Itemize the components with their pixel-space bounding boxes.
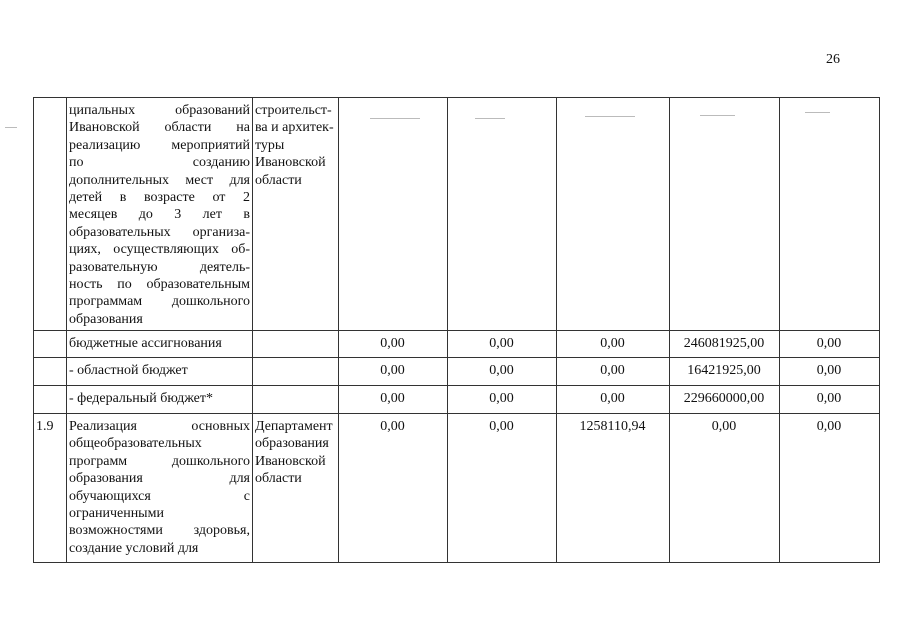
row-divider bbox=[33, 385, 880, 386]
description-line: - федеральный бюджет* bbox=[69, 391, 214, 406]
description-line: общеобразовательных bbox=[69, 436, 202, 452]
row-description: бюджетные ассигнования bbox=[69, 335, 250, 352]
scan-artifact bbox=[585, 116, 635, 117]
value-cell: 229660000,00 bbox=[683, 391, 765, 406]
description-line: бюджетные ассигнования bbox=[69, 336, 222, 351]
column-divider bbox=[879, 97, 880, 562]
row-divider bbox=[33, 97, 880, 98]
value-cell: 0,00 bbox=[600, 363, 625, 378]
scan-artifact bbox=[475, 118, 505, 119]
value-cell: 0,00 bbox=[489, 391, 514, 406]
executor-line: ва и архитек- bbox=[255, 120, 334, 136]
description-line: ципальных образований bbox=[69, 103, 250, 118]
column-divider bbox=[669, 97, 670, 562]
executor-line: туры bbox=[255, 137, 285, 153]
value-cell: 16421925,00 bbox=[687, 363, 761, 378]
description-line: создание условий для bbox=[69, 540, 199, 556]
value-cell: 246081925,00 bbox=[683, 336, 765, 351]
column-divider bbox=[556, 97, 557, 562]
row-divider bbox=[33, 562, 880, 563]
value-cell: 0,00 bbox=[380, 336, 405, 351]
executor-line: строительст- bbox=[255, 103, 332, 118]
description-line: реализацию мероприятий bbox=[69, 137, 250, 153]
description-line: ность по образовательным bbox=[69, 277, 250, 293]
value-cell: 0,00 bbox=[816, 391, 842, 406]
value-cell: 0,00 bbox=[711, 419, 737, 434]
row-description: Реализация основных общеобразовательных пр… bbox=[69, 418, 250, 557]
column-divider bbox=[33, 97, 34, 562]
executor-line: Ивановской bbox=[255, 453, 326, 469]
executor-line: образования bbox=[255, 436, 329, 452]
scan-artifact bbox=[370, 118, 420, 119]
description-line: по созданию bbox=[69, 155, 250, 171]
row-divider bbox=[33, 330, 880, 331]
value-cell: 1258110,94 bbox=[579, 419, 646, 434]
description-line: образования bbox=[69, 311, 143, 327]
value-cell: 0,00 bbox=[380, 419, 405, 434]
scan-artifact bbox=[5, 127, 17, 128]
executor-line: области bbox=[255, 471, 302, 487]
row-executor: Департамент образования Ивановской области bbox=[255, 418, 336, 488]
value-cell: 0,00 bbox=[489, 363, 514, 378]
value-cell: 0,00 bbox=[816, 336, 842, 351]
value-cell: 0,00 bbox=[489, 419, 514, 434]
executor-line: Ивановской bbox=[255, 155, 326, 171]
executor-line: области bbox=[255, 172, 302, 188]
column-divider bbox=[66, 97, 67, 562]
description-line: обучающихся с bbox=[69, 488, 250, 504]
description-line: детей в возрасте от 2 bbox=[69, 190, 250, 206]
executor-line: Департамент bbox=[255, 419, 333, 434]
description-line: разовательную деятель- bbox=[69, 259, 250, 275]
row-number: 1.9 bbox=[36, 419, 54, 434]
value-cell: 0,00 bbox=[380, 363, 405, 378]
scan-artifact bbox=[805, 112, 830, 113]
scan-artifact bbox=[700, 115, 735, 116]
value-cell: 0,00 bbox=[489, 336, 514, 351]
description-line: ограниченными bbox=[69, 506, 164, 522]
row-divider bbox=[33, 357, 880, 358]
description-line: - областной бюджет bbox=[69, 363, 188, 378]
description-line: программам дошкольного bbox=[69, 294, 250, 310]
description-line: Реализация основных bbox=[69, 419, 250, 434]
row-description: ципальных образований Ивановской области … bbox=[69, 102, 250, 328]
row-description: - федеральный бюджет* bbox=[69, 390, 250, 407]
column-divider bbox=[252, 97, 253, 562]
column-divider bbox=[779, 97, 780, 562]
description-line: месяцев до 3 лет в bbox=[69, 207, 250, 223]
description-line: возможностями здоровья, bbox=[69, 523, 250, 539]
row-executor: строительст-ва и архитек-туры Ивановской о… bbox=[255, 102, 336, 189]
row-description: - областной бюджет bbox=[69, 362, 250, 379]
description-line: образовательных организа- bbox=[69, 224, 250, 240]
value-cell: 0,00 bbox=[600, 336, 625, 351]
page-number: 26 bbox=[826, 52, 840, 67]
description-line: образования для bbox=[69, 471, 250, 487]
description-line: дополнительных мест для bbox=[69, 172, 250, 188]
value-cell: 0,00 bbox=[816, 363, 842, 378]
row-divider bbox=[33, 413, 880, 414]
value-cell: 0,00 bbox=[816, 419, 842, 434]
description-line: циях, осуществляющих об- bbox=[69, 242, 250, 258]
value-cell: 0,00 bbox=[380, 391, 405, 406]
value-cell: 0,00 bbox=[600, 391, 625, 406]
column-divider bbox=[338, 97, 339, 562]
description-line: программ дошкольного bbox=[69, 453, 250, 469]
description-line: Ивановской области на bbox=[69, 120, 250, 136]
column-divider bbox=[447, 97, 448, 562]
